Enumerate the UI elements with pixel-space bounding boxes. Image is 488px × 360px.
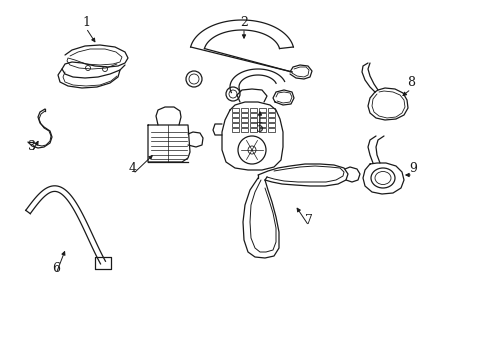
- Bar: [249, 128, 257, 132]
- Text: 6: 6: [52, 261, 60, 274]
- Bar: [267, 123, 274, 127]
- Bar: [241, 128, 247, 132]
- Bar: [259, 128, 265, 132]
- Bar: [249, 118, 257, 122]
- Bar: [231, 128, 239, 132]
- Text: 1: 1: [82, 15, 90, 28]
- Text: 2: 2: [240, 15, 247, 28]
- Bar: [259, 113, 265, 117]
- Bar: [231, 118, 239, 122]
- Bar: [259, 118, 265, 122]
- Text: 3: 3: [28, 139, 36, 153]
- Text: 8: 8: [406, 77, 414, 90]
- Bar: [241, 108, 247, 112]
- Bar: [241, 118, 247, 122]
- Bar: [231, 108, 239, 112]
- Bar: [267, 108, 274, 112]
- Text: 7: 7: [305, 213, 312, 226]
- Bar: [267, 128, 274, 132]
- Text: 4: 4: [129, 162, 137, 175]
- Bar: [231, 123, 239, 127]
- Bar: [249, 108, 257, 112]
- Bar: [241, 123, 247, 127]
- Text: 5: 5: [256, 122, 264, 135]
- Text: 9: 9: [408, 162, 416, 175]
- Bar: [249, 123, 257, 127]
- Bar: [267, 113, 274, 117]
- Bar: [231, 113, 239, 117]
- Bar: [259, 123, 265, 127]
- Bar: [267, 118, 274, 122]
- Bar: [259, 108, 265, 112]
- Bar: [249, 113, 257, 117]
- Bar: [241, 113, 247, 117]
